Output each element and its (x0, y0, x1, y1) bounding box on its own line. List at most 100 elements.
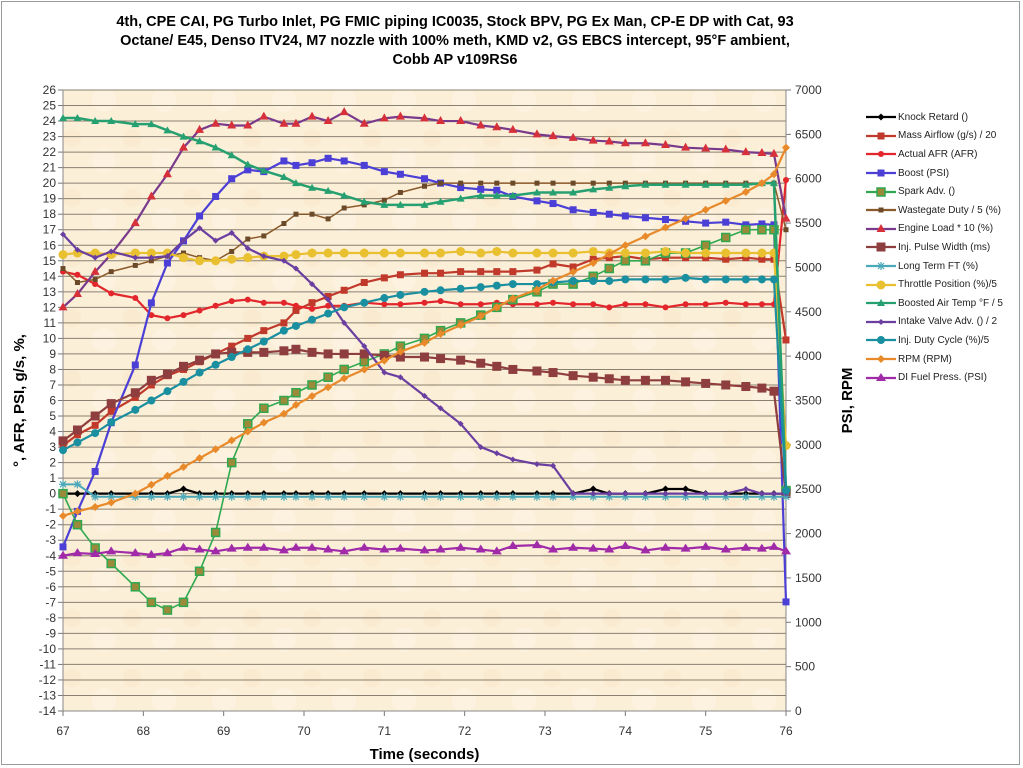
data-point (641, 180, 650, 188)
data-point (292, 161, 300, 169)
y-tick-label: 14 (43, 269, 57, 283)
data-point (769, 224, 779, 235)
y2-tick-label: 3000 (795, 438, 822, 452)
data-point (163, 471, 172, 480)
data-point (59, 480, 67, 489)
title-line-2: Octane/ E45, Denso ITV24, M7 nozzle with… (120, 33, 790, 49)
data-point (742, 221, 750, 229)
data-point (420, 492, 429, 501)
data-point (769, 179, 778, 187)
data-point (741, 382, 751, 392)
data-point (90, 411, 100, 421)
data-point (722, 299, 729, 306)
data-point (508, 124, 518, 133)
data-point (396, 290, 405, 299)
data-point (196, 225, 203, 232)
data-point (420, 287, 429, 296)
data-point (876, 223, 886, 232)
data-point (722, 218, 730, 226)
data-point (130, 548, 141, 557)
data-point (590, 490, 597, 497)
y-tick-label: 24 (43, 114, 57, 128)
data-point (195, 124, 205, 133)
data-point (291, 387, 301, 398)
data-point (549, 276, 558, 285)
legend-item: Knock Retard () (866, 108, 1016, 127)
data-point (702, 219, 710, 227)
data-point (307, 380, 317, 390)
data-point (721, 232, 731, 243)
data-point (421, 175, 428, 183)
data-point (308, 299, 316, 307)
data-point (108, 248, 115, 255)
data-point (458, 180, 464, 186)
data-point (493, 450, 500, 457)
data-point (720, 544, 731, 553)
data-point (280, 299, 287, 306)
data-point (681, 492, 690, 501)
data-point (437, 405, 444, 412)
x-tick-label: 74 (619, 724, 633, 738)
data-point (211, 349, 221, 359)
data-point (768, 541, 779, 550)
series-inj-pulse-width-ms (58, 344, 791, 499)
data-point (340, 492, 349, 501)
data-point (58, 488, 68, 499)
data-point (782, 486, 790, 495)
data-point (195, 454, 204, 463)
data-point (339, 364, 349, 375)
data-point (876, 186, 886, 197)
data-point (90, 266, 100, 275)
legend-item: Intake Valve Adv. () / 2 (866, 313, 1016, 332)
data-point (359, 542, 370, 551)
data-point (59, 446, 67, 455)
legend-swatch-icon (866, 168, 896, 178)
data-point (570, 490, 577, 497)
data-point (661, 492, 670, 501)
data-point (782, 598, 790, 606)
data-point (211, 445, 220, 454)
data-point (589, 276, 598, 285)
data-point (604, 263, 615, 274)
data-point (569, 267, 578, 276)
data-point (360, 279, 368, 287)
chart-title: 4th, CPE CAI, PG Turbo Inlet, PG FMIC pi… (60, 13, 850, 70)
legend-swatch-icon (866, 354, 896, 364)
data-point (741, 492, 750, 501)
data-point (436, 354, 446, 364)
data-point (179, 361, 188, 371)
data-point (107, 418, 116, 427)
data-point (226, 457, 237, 468)
data-point (260, 253, 267, 260)
y-tick-label: 4 (49, 425, 56, 439)
data-point (324, 186, 333, 194)
data-point (741, 224, 751, 235)
legend-swatch-icon (866, 280, 896, 290)
data-point (492, 246, 502, 256)
data-point (339, 107, 349, 116)
data-point (360, 197, 369, 205)
x-tick-label: 67 (56, 724, 70, 738)
data-point (379, 350, 389, 360)
data-point (324, 154, 332, 162)
data-point (622, 301, 629, 308)
data-point (681, 273, 690, 282)
data-point (323, 349, 333, 359)
legend-item: Throttle Position (%)/5 (866, 275, 1016, 294)
data-point (341, 205, 347, 211)
data-point (569, 276, 578, 285)
data-point (324, 309, 333, 318)
data-point (701, 275, 710, 284)
data-point (783, 177, 789, 184)
legend-label: RPM (RPM) (898, 353, 952, 365)
data-point (340, 191, 349, 199)
data-point (108, 269, 114, 275)
data-point (196, 307, 203, 314)
data-point (163, 492, 172, 501)
data-point (278, 545, 289, 554)
data-point (180, 237, 187, 244)
data-point (702, 254, 710, 262)
data-point (477, 444, 484, 451)
data-point (662, 216, 669, 224)
data-point (757, 383, 767, 393)
